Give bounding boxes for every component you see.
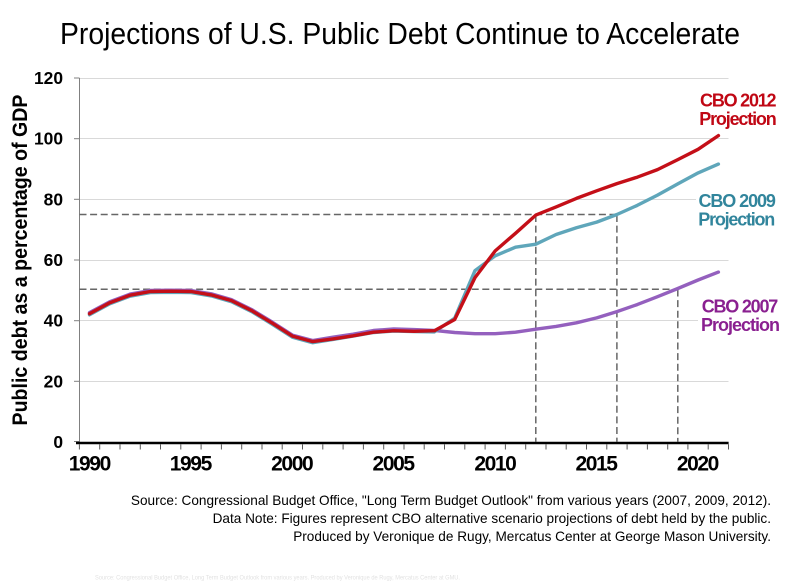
svg-text:1990: 1990 [69,453,112,476]
svg-text:120: 120 [34,68,63,88]
svg-text:Public debt as a percentage of: Public debt as a percentage of GDP [9,95,32,426]
svg-text:2015: 2015 [575,453,618,476]
svg-text:1995: 1995 [170,453,213,476]
svg-text:60: 60 [44,250,63,270]
svg-text:0: 0 [53,432,63,452]
svg-text:80: 80 [44,189,63,209]
svg-text:Data Note: Figures represent C: Data Note: Figures represent CBO alterna… [213,511,771,526]
svg-text:CBO 2012: CBO 2012 [700,91,777,111]
svg-text:Projection: Projection [699,109,777,129]
svg-text:20: 20 [44,371,63,391]
svg-text:Projection: Projection [701,315,780,335]
svg-text:2010: 2010 [474,453,516,476]
svg-text:Projection: Projection [698,210,775,230]
svg-text:Source: Congressional Budget O: Source: Congressional Budget Office, "Lo… [131,493,771,508]
svg-text:2020: 2020 [677,453,720,476]
svg-text:2005: 2005 [373,453,416,476]
svg-text:40: 40 [44,311,63,331]
svg-text:Projections of U.S. Public Deb: Projections of U.S. Public Debt Continue… [60,16,740,51]
svg-text:CBO 2009: CBO 2009 [698,191,776,211]
svg-text:100: 100 [34,129,63,149]
svg-text:CBO 2007: CBO 2007 [702,297,779,317]
svg-text:Produced by Veronique de Rugy,: Produced by Veronique de Rugy, Mercatus … [293,529,771,544]
svg-text:Source: Congressional Budget O: Source: Congressional Budget Office, Lon… [95,576,460,581]
svg-text:2000: 2000 [271,453,314,476]
